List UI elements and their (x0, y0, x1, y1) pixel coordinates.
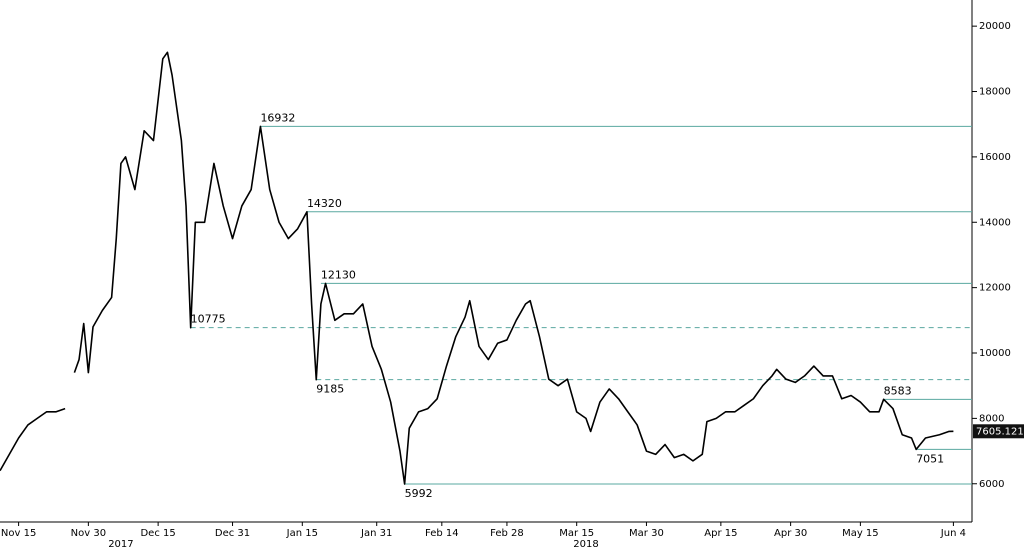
y-tick-label: 16000 (979, 152, 1011, 163)
level-label: 12130 (321, 268, 356, 281)
level-label: 8583 (884, 384, 912, 397)
x-tick-label: Jun 4 (940, 528, 966, 539)
x-tick-label: Dec 15 (140, 528, 175, 539)
x-tick-label: Feb 28 (490, 528, 524, 539)
year-label: 2017 (108, 539, 133, 549)
y-tick-label: 18000 (979, 87, 1011, 98)
x-tick-label: Dec 31 (215, 528, 250, 539)
level-label: 14320 (307, 197, 342, 210)
y-tick-label: 12000 (979, 283, 1011, 294)
y-tick-label: 10000 (979, 348, 1011, 359)
x-tick-label: Mar 30 (629, 528, 664, 539)
level-label: 7051 (916, 452, 944, 465)
level-label: 9185 (316, 383, 344, 396)
x-tick-label: Feb 14 (425, 528, 459, 539)
y-tick-label: 6000 (979, 479, 1004, 490)
x-tick-label: May 15 (842, 528, 879, 539)
x-tick-label: Jan 15 (286, 528, 318, 539)
x-tick-label: Mar 15 (559, 528, 594, 539)
y-tick-label: 14000 (979, 217, 1011, 228)
x-tick-label: Apr 30 (774, 528, 807, 539)
y-tick-label: 20000 (979, 21, 1011, 32)
last-price-label: 7605.1211 (976, 426, 1024, 437)
x-tick-label: Nov 15 (1, 528, 36, 539)
level-label: 16932 (260, 111, 295, 124)
year-label: 2018 (573, 539, 598, 549)
level-label: 10775 (191, 313, 226, 326)
x-tick-label: Apr 15 (704, 528, 737, 539)
last-price-box (973, 424, 1024, 439)
price-line (0, 51, 954, 485)
x-tick-label: Jan 31 (360, 528, 392, 539)
x-tick-label: Nov 30 (71, 528, 106, 539)
y-tick-label: 8000 (979, 413, 1004, 424)
level-label: 5992 (405, 487, 433, 500)
